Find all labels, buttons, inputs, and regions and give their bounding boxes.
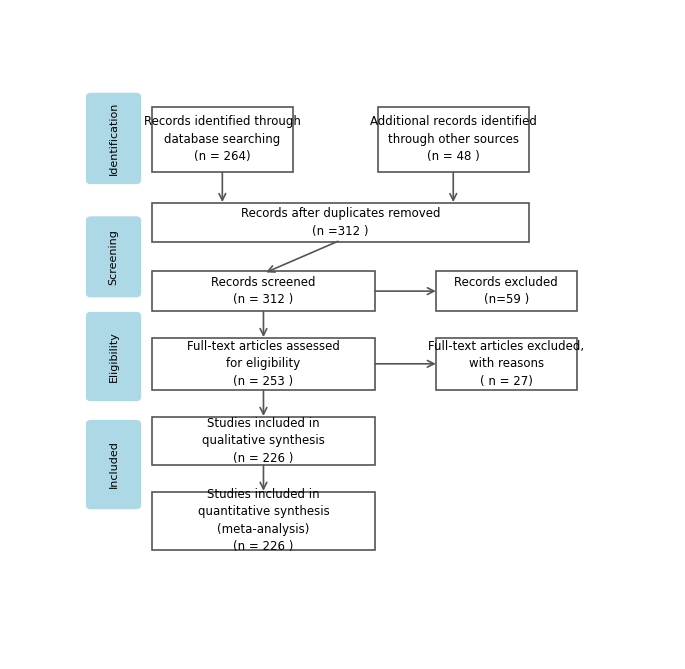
- FancyBboxPatch shape: [152, 272, 375, 311]
- Text: Studies included in
qualitative synthesis
(n = 226 ): Studies included in qualitative synthesi…: [202, 417, 325, 465]
- Text: Studies included in
quantitative synthesis
(meta-analysis)
(n = 226 ): Studies included in quantitative synthes…: [197, 488, 329, 553]
- Text: Records screened
(n = 312 ): Records screened (n = 312 ): [211, 276, 316, 306]
- FancyBboxPatch shape: [436, 338, 577, 390]
- Text: Records after duplicates removed
(n =312 ): Records after duplicates removed (n =312…: [240, 207, 440, 237]
- FancyBboxPatch shape: [152, 203, 529, 242]
- FancyBboxPatch shape: [152, 492, 375, 550]
- Text: Additional records identified
through other sources
(n = 48 ): Additional records identified through ot…: [370, 116, 536, 163]
- FancyBboxPatch shape: [152, 417, 375, 464]
- Text: Screening: Screening: [108, 229, 119, 285]
- FancyBboxPatch shape: [377, 107, 529, 172]
- Text: Full-text articles assessed
for eligibility
(n = 253 ): Full-text articles assessed for eligibil…: [187, 340, 340, 388]
- FancyBboxPatch shape: [87, 421, 140, 508]
- Text: Included: Included: [108, 441, 119, 488]
- Text: Records identified through
database searching
(n = 264): Records identified through database sear…: [144, 116, 301, 163]
- FancyBboxPatch shape: [152, 107, 292, 172]
- FancyBboxPatch shape: [436, 272, 577, 311]
- Text: Records excluded
(n=59 ): Records excluded (n=59 ): [454, 276, 558, 306]
- Text: Identification: Identification: [108, 102, 119, 175]
- Text: Full-text articles excluded,
with reasons
( n = 27): Full-text articles excluded, with reason…: [428, 340, 584, 388]
- FancyBboxPatch shape: [87, 94, 140, 183]
- FancyBboxPatch shape: [87, 312, 140, 400]
- FancyBboxPatch shape: [87, 217, 140, 296]
- FancyBboxPatch shape: [152, 338, 375, 390]
- Text: Eligibility: Eligibility: [108, 331, 119, 382]
